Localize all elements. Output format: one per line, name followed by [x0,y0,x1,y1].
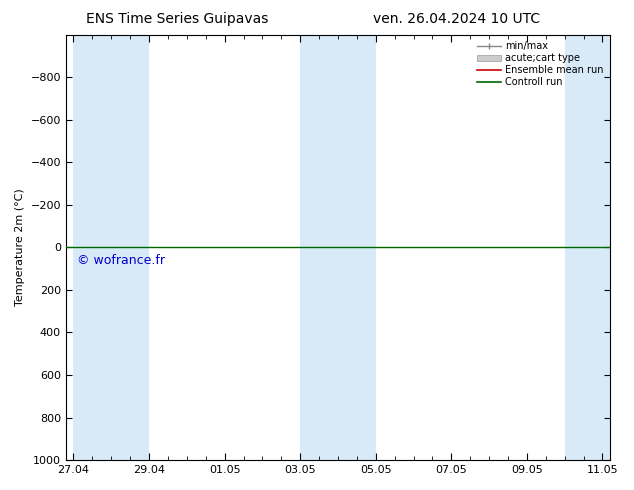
Bar [565,35,610,460]
Legend: min/max, acute;cart type, Ensemble mean run, Controll run: min/max, acute;cart type, Ensemble mean … [475,40,605,89]
Bar [74,35,149,460]
Text: © wofrance.fr: © wofrance.fr [77,254,165,267]
Y-axis label: Temperature 2m (°C): Temperature 2m (°C) [15,189,25,306]
Text: ven. 26.04.2024 10 UTC: ven. 26.04.2024 10 UTC [373,12,540,26]
Text: ENS Time Series Guipavas: ENS Time Series Guipavas [86,12,269,26]
Bar [300,35,376,460]
